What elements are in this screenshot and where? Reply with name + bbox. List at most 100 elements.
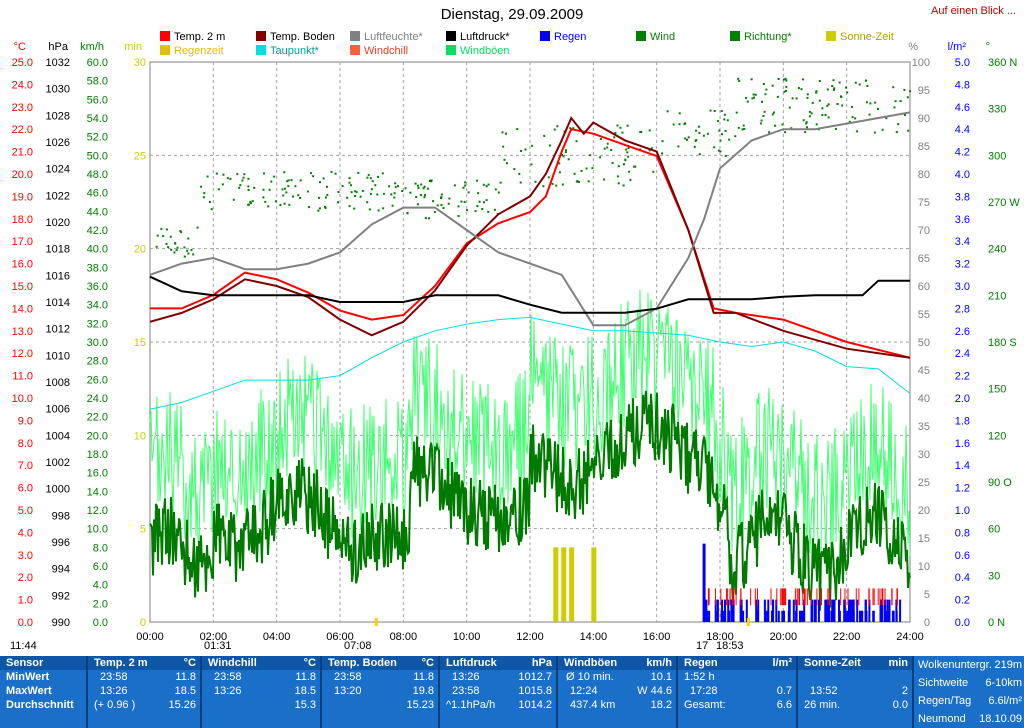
minutes-tick-label: 0 <box>140 617 146 629</box>
rain-bar <box>781 610 784 622</box>
legend-label: Luftdruck* <box>460 31 510 43</box>
direction-point <box>614 131 617 134</box>
direction-point <box>720 110 723 113</box>
wind-unit-label: km/h <box>80 41 104 53</box>
direction-point <box>741 128 744 131</box>
direction-point <box>623 163 625 166</box>
pressure_hpa-tick-label: 1016 <box>46 270 70 282</box>
x-tick-label: 18:00 <box>706 631 734 643</box>
humidity-tick-label: 85 <box>918 141 930 153</box>
direction-point <box>826 104 829 107</box>
direction-point <box>561 183 564 186</box>
direction-point <box>287 179 290 182</box>
direction-point <box>718 149 720 152</box>
direction-point <box>319 181 321 184</box>
wind_kmh-tick-label: 34.0 <box>87 300 108 312</box>
direction-point <box>624 159 627 162</box>
direction-point <box>190 249 193 251</box>
direction-point <box>903 88 906 91</box>
direction-point <box>371 180 374 183</box>
direction-point <box>569 127 572 130</box>
direction-point <box>846 91 849 94</box>
legend-label: Wind <box>650 31 676 43</box>
pressure_hpa-tick-label: 1000 <box>46 484 70 496</box>
direction-point <box>310 172 313 175</box>
direction-point <box>805 121 808 124</box>
legend-swatch <box>160 31 170 41</box>
direction-point <box>629 178 632 181</box>
direction-point <box>474 210 477 213</box>
direction-point <box>334 172 337 175</box>
direction-point <box>698 153 701 156</box>
temp_c-tick-label: 24.0 <box>12 79 33 91</box>
direction-point <box>299 179 302 182</box>
humidity-tick-label: 15 <box>918 533 930 545</box>
direction-point <box>603 147 606 150</box>
druck-max-time: 23:58 <box>452 685 480 697</box>
legend-label: Regen <box>554 31 587 43</box>
direction-point <box>176 246 179 249</box>
pressure_hpa-tick-label: 1030 <box>46 84 70 96</box>
boden-max-time: 13:20 <box>334 685 362 697</box>
direction-point <box>367 173 370 176</box>
boeen-unit: km/h <box>646 657 672 669</box>
direction-tick-label: 270 W <box>988 197 1020 209</box>
direction-point <box>476 179 479 182</box>
direction-point <box>877 107 879 110</box>
legend-item: Temp. 2 m <box>160 31 225 43</box>
minutes-tick-label: 15 <box>134 337 146 349</box>
direction-point <box>773 111 775 114</box>
rain-bar <box>767 599 770 622</box>
rain-bar <box>856 599 859 622</box>
direction-point <box>267 205 270 208</box>
direction-point <box>785 85 788 88</box>
direction-tick-label: 300 <box>988 150 1006 162</box>
direction-point <box>516 128 519 130</box>
direction-point <box>355 191 358 194</box>
legend-swatch <box>446 45 456 55</box>
rain-bar <box>722 610 725 622</box>
direction-point <box>573 172 576 175</box>
direction-point <box>502 145 505 148</box>
minutes-tick-label: 10 <box>134 430 146 442</box>
direction-point <box>737 77 740 80</box>
direction-point <box>909 90 912 93</box>
direction-point <box>587 180 590 183</box>
legend-item: Regenzeit <box>160 45 224 57</box>
direction-point <box>746 100 749 103</box>
direction-point <box>762 115 765 117</box>
direction-tick-label: 30 <box>988 570 1000 582</box>
series-line-luftfeuchte <box>149 111 911 327</box>
direction-point <box>551 182 554 185</box>
humidity-tick-label: 80 <box>918 169 930 181</box>
direction-tick-label: 0 N <box>988 617 1005 629</box>
rain-bar <box>846 610 849 622</box>
rain-bar <box>720 610 723 622</box>
wind_kmh-tick-label: 52.0 <box>87 132 108 144</box>
direction-point <box>599 138 602 140</box>
regen-total-label: Gesamt: <box>684 699 726 711</box>
direction-point <box>821 114 824 116</box>
direction-point <box>547 176 550 179</box>
direction-point <box>366 201 369 204</box>
temp_c-tick-label: 12.0 <box>12 348 33 360</box>
direction-point <box>881 128 884 131</box>
pressure_hpa-tick-label: 1018 <box>46 244 70 256</box>
direction-point <box>503 158 506 161</box>
direction-point <box>337 201 339 204</box>
direction-point <box>377 175 379 178</box>
regen-unit: l/m² <box>772 657 792 669</box>
direction-point <box>350 191 353 194</box>
direction-point <box>253 186 256 189</box>
humidity-unit-label: % <box>908 41 918 53</box>
direction-point <box>377 209 380 212</box>
direction-tick-label: 90 O <box>988 477 1012 489</box>
wind_kmh-tick-label: 30.0 <box>87 337 108 349</box>
glance-link[interactable]: Auf einen Blick ... <box>931 5 1016 17</box>
direction-point <box>827 116 830 119</box>
rain-bar <box>740 599 743 622</box>
direction-point <box>589 154 592 157</box>
direction-point <box>286 180 289 183</box>
wind_kmh-tick-label: 38.0 <box>87 262 108 274</box>
boden-min-val: 11.8 <box>413 671 434 683</box>
